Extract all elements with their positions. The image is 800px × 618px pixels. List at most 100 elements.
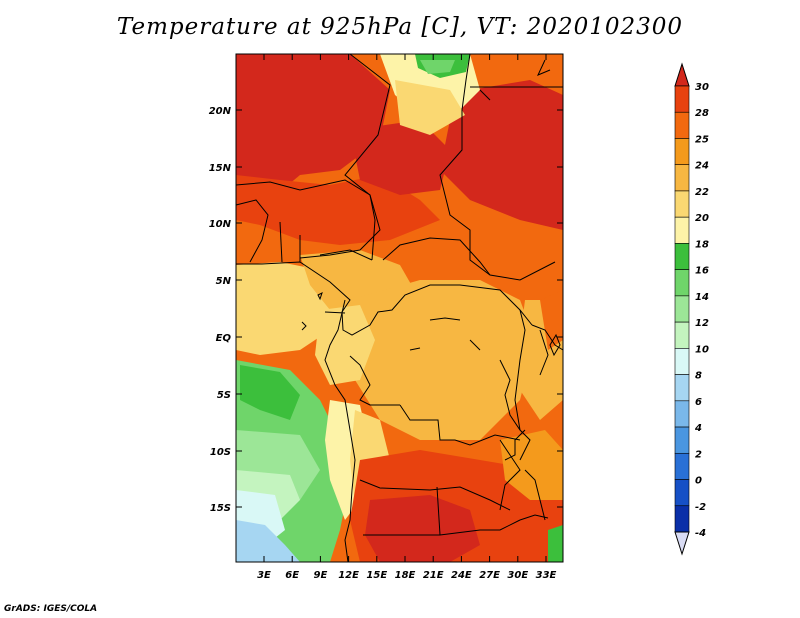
- colorbar-label: 22: [695, 187, 709, 198]
- field-se-green: [548, 525, 563, 562]
- field-sw-blue: [236, 520, 300, 562]
- border-path: [514, 309, 526, 431]
- border-path: [359, 479, 511, 511]
- colorbar-label: 14: [695, 292, 709, 303]
- border-path: [349, 355, 400, 406]
- latitude-axis: 20N 15N 10N 5N EQ 5S 10S 15S: [209, 106, 563, 514]
- x-tick-label: 21E: [423, 570, 444, 581]
- colorbar-cell: [674, 269, 690, 297]
- colorbar-cell: [674, 374, 690, 402]
- colorbar-label: 24: [695, 161, 709, 172]
- colorbar-cell: [674, 164, 690, 192]
- border-path: [344, 53, 391, 261]
- river-trace: [519, 514, 549, 521]
- colorbar-cell: [674, 190, 690, 218]
- field-sw-green-dark: [240, 365, 300, 420]
- y-tick-label: 5S: [217, 390, 231, 401]
- field-hot-northeast: [440, 80, 563, 230]
- river-trace: [504, 429, 526, 461]
- colorbar-label: 0: [695, 476, 702, 487]
- border-path: [439, 53, 556, 281]
- x-tick-label: 3E: [257, 570, 271, 581]
- lake-shore: [549, 333, 561, 357]
- colorbar-cell: [674, 321, 690, 349]
- field-congo-basin: [345, 280, 535, 440]
- x-tick-label: 33E: [536, 570, 557, 581]
- x-tick-label: 6E: [285, 570, 299, 581]
- y-tick-label: 10N: [209, 219, 232, 230]
- colorbar-label: 8: [695, 371, 702, 382]
- river-trace: [409, 317, 481, 351]
- border-path: [235, 179, 381, 259]
- colorbar-bottom-arrow: [674, 531, 690, 556]
- border-path: [382, 237, 491, 276]
- coastline: [324, 299, 356, 563]
- y-tick-label: 15N: [209, 163, 232, 174]
- colorbar-label: 25: [695, 134, 709, 145]
- border-path: [279, 221, 283, 263]
- colorbar-label: 20: [695, 213, 709, 224]
- colorbar-cell: [674, 426, 690, 454]
- colorbar-label: 30: [695, 82, 709, 93]
- colorbar-cell: [674, 348, 690, 375]
- colorbar-label: 6: [695, 397, 702, 408]
- x-tick-label: 15E: [366, 570, 387, 581]
- border-path: [363, 519, 521, 536]
- field-sahara-light-green: [420, 60, 455, 74]
- y-tick-label: 15S: [210, 503, 231, 514]
- field-southeast-light: [500, 430, 563, 500]
- border-path: [499, 439, 521, 511]
- colorbar-cell: [674, 479, 690, 507]
- colorbar-cell: [674, 452, 690, 480]
- colorbar-cell: [674, 138, 690, 166]
- border-path: [479, 89, 491, 101]
- colorbar-label: 4: [694, 423, 702, 434]
- y-tick-label: 10S: [210, 447, 231, 458]
- colorbar-cell: [674, 400, 690, 428]
- border-path: [319, 249, 373, 261]
- x-tick-label: 12E: [338, 570, 359, 581]
- border-path: [436, 486, 441, 536]
- border-path: [399, 404, 521, 446]
- colorbar-cell: [674, 85, 690, 113]
- field-east-orange: [540, 290, 563, 350]
- colorbar-label: 16: [695, 266, 709, 277]
- field-hot-northwest: [236, 54, 390, 205]
- x-tick-label: 27E: [479, 570, 500, 581]
- x-tick-label: 9E: [314, 570, 328, 581]
- lake-shore: [499, 359, 531, 461]
- y-tick-label: EQ: [216, 333, 232, 344]
- river-trace: [317, 292, 323, 301]
- credit-text: GrADS: IGES/COLA: [4, 604, 98, 614]
- map-frame: [235, 53, 564, 563]
- colorbar-label: 18: [695, 239, 709, 250]
- y-tick-label: 20N: [209, 106, 232, 117]
- longitude-axis: 3E 6E 9E 12E 15E 18E 21E 24E 27E 30E 33E: [257, 54, 557, 581]
- colorbar-cell: [674, 111, 690, 139]
- river-trace: [301, 321, 307, 331]
- y-tick-label: 5N: [216, 276, 232, 287]
- map-title: Temperature at 925hPa [C], VT: 202010230…: [116, 14, 684, 40]
- colorbar-label: -4: [695, 528, 706, 539]
- field-sahara-pale: [395, 80, 465, 135]
- border-path: [539, 329, 549, 376]
- colorbar-label: 2: [695, 449, 702, 460]
- colorbar-label: 28: [695, 108, 709, 119]
- colorbar-label: 10: [695, 344, 709, 355]
- colorbar-cell: [674, 216, 690, 244]
- lake-shore: [524, 469, 546, 521]
- x-tick-label: 18E: [395, 570, 416, 581]
- country-borders: [235, 53, 564, 563]
- border-path: [537, 59, 551, 76]
- field-south-hot: [365, 495, 480, 562]
- colorbar-cell: [674, 505, 690, 533]
- colorbar-label: 12: [695, 318, 709, 329]
- x-tick-label: 30E: [507, 570, 528, 581]
- border-path: [235, 199, 269, 263]
- x-tick-label: 24E: [451, 570, 472, 581]
- field-hot-north-band: [236, 175, 440, 245]
- colorbar-cell: [674, 295, 690, 323]
- colorbar-top-arrow: [674, 62, 690, 87]
